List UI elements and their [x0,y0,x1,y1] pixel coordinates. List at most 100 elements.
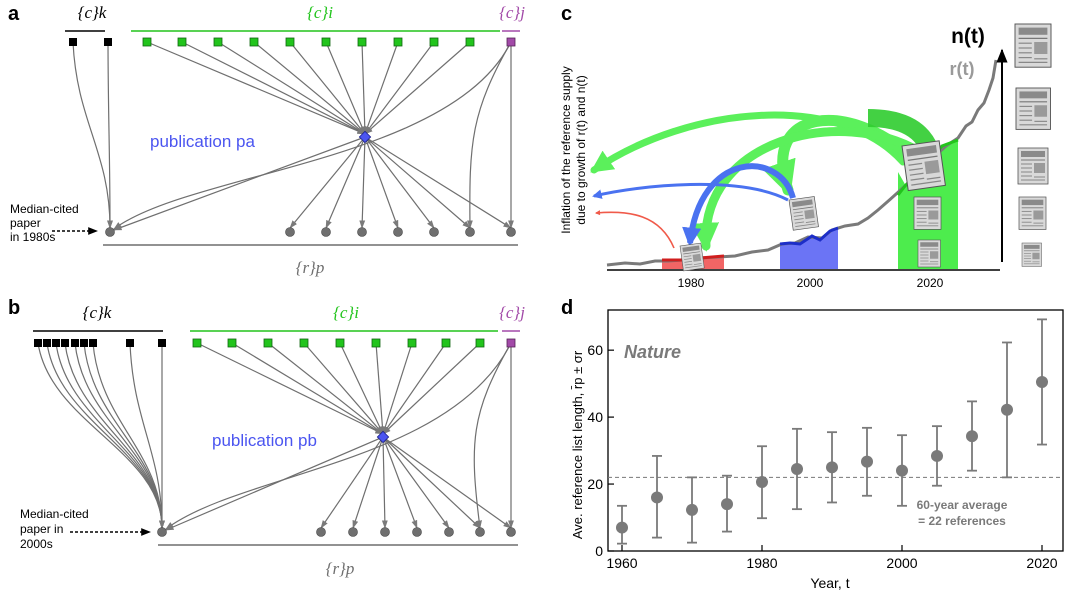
cited-paper-i [285,37,295,47]
panel-d: d Nature Ave. reference list length, r̄p… [561,297,1064,591]
cited-paper-k [52,339,60,347]
cited-paper-i [407,338,417,348]
panel-c-tick-1980: 1980 [678,276,705,290]
median-a-line3: in 1980s [10,230,55,244]
median-b-line1: Median-cited [20,507,89,521]
panel-c-ylabel-line1: Inflation of the reference supply [559,66,573,233]
publication-node [376,430,390,444]
y-tick-label: 40 [587,409,603,425]
data-point [896,464,908,477]
cited-paper-i [393,37,403,47]
x-tick-label: 1980 [746,555,777,571]
cited-paper-k [126,339,134,347]
reference-paper [506,227,516,237]
set-k-label: {c}k [78,3,107,22]
reference-edge-median [165,436,384,531]
cited-paper-j [506,338,516,348]
paper-icon-2020-a [901,140,947,192]
reference-paper [285,227,295,237]
cited-paper-i [475,338,485,348]
reference-paper [429,227,439,237]
r-t-label: r(t) [950,59,975,79]
reference-paper [380,527,390,537]
citation-edge-j [165,342,512,530]
citation-edge-k [64,342,165,529]
reference-paper [357,227,367,237]
citation-edge [196,342,384,435]
reference-edge [381,436,388,529]
panel-c: c Inflation of the reference supply due … [559,3,1052,290]
x-tick-label: 1960 [606,555,637,571]
data-point [686,503,698,516]
r-t-series-2000-highlight [779,226,839,246]
reference-edge [325,136,366,229]
data-point [1036,375,1048,388]
publication-a-label: publication pa [150,132,255,151]
paper-icon-2020-c [917,239,941,268]
citation-edge-j [113,41,512,230]
reference-paper [348,527,358,537]
citation-edge-j [466,41,512,229]
y-tick-label: 20 [587,476,603,492]
publication-node [358,130,372,144]
median-b-line2: paper in [20,522,63,536]
citation-edge [231,342,384,435]
reference-paper [444,527,454,537]
reference-paper [321,227,331,237]
y-tick-label: 0 [595,543,603,559]
set-i-label-b: {c}i [333,303,359,322]
data-point [721,498,733,511]
cited-paper-i [299,338,309,348]
citation-edge [382,342,413,435]
paper-stack-icon-1 [1014,23,1052,68]
citation-edge [364,41,435,135]
citation-edge [267,342,384,435]
median-a-line2: paper [10,216,41,230]
reference-edge [320,436,384,529]
citation-edge [181,41,366,135]
cited-paper-i [249,37,259,47]
citation-edge-k [129,342,165,529]
reference-edge-median [113,136,366,231]
green-arrow-near [690,127,925,252]
cited-paper-k [69,38,77,46]
median-a-line1: Median-cited [10,202,79,216]
panel-b: b {c}k {c}i {c}j publication pb Median-c… [8,297,525,578]
panel-d-ylabel: Ave. reference list length, r̄p ± σr [570,350,585,539]
cited-paper-i [142,37,152,47]
cited-paper-i [263,338,273,348]
cited-paper-k [71,339,79,347]
data-point [861,455,873,468]
data-point [931,449,943,462]
reference-edge [382,436,512,529]
cited-paper-i [335,338,345,348]
panel-b-label: b [8,297,20,319]
publication-b-label: publication pb [212,431,317,450]
reference-edge [364,136,512,229]
paper-icon-2020-b [913,196,942,230]
set-r-label-b: {r}p [326,559,355,578]
reference-paper [465,227,475,237]
cited-paper-k [43,339,51,347]
panel-d-marks [608,318,1063,545]
citation-edge [253,41,366,135]
region-2000 [780,228,838,269]
n-t-label: n(t) [951,25,985,48]
cited-paper-i [465,37,475,47]
set-i-label: {c}i [307,3,333,22]
cited-paper-i [429,37,439,47]
cited-paper-k [61,339,69,347]
citation-edge [382,342,481,435]
panel-a-edges [72,41,514,231]
paper-stack-icon-3 [1017,147,1049,185]
citation-edge [146,41,366,135]
panel-d-journal: Nature [624,342,681,362]
x-tick-label: 2020 [1026,555,1057,571]
cited-paper-k [80,339,88,347]
panel-d-label: d [561,297,573,319]
panel-d-annotation-line1: 60-year average [917,498,1008,512]
panel-d-annotation-line2: = 22 references [918,514,1006,528]
paper-stack-icon-5 [1021,242,1042,267]
data-point [966,430,978,443]
paper-icon-2000 [788,196,819,231]
